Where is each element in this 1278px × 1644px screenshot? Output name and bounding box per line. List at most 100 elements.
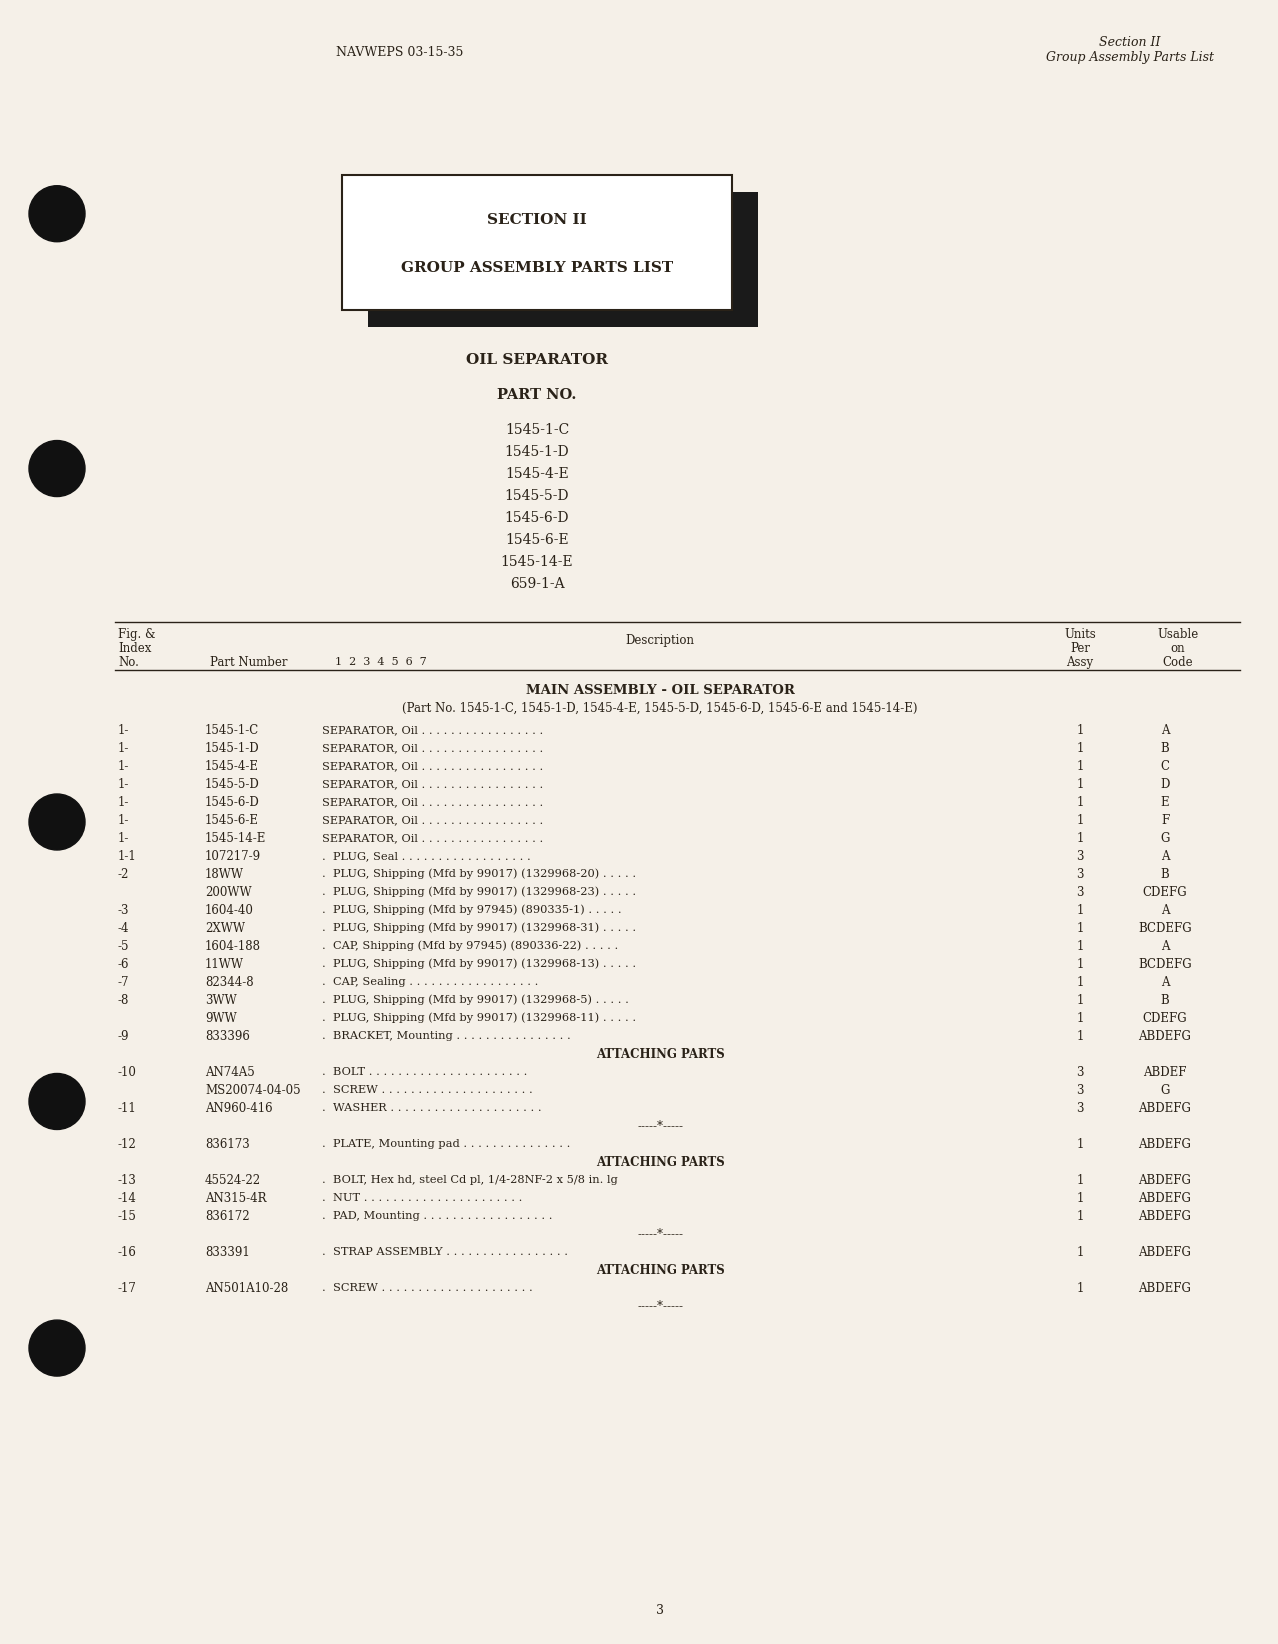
Text: 11WW: 11WW	[204, 957, 244, 970]
Text: -12: -12	[118, 1138, 137, 1151]
Text: B: B	[1160, 993, 1169, 1006]
Text: AN315-4R: AN315-4R	[204, 1192, 267, 1205]
Text: 1604-188: 1604-188	[204, 939, 261, 952]
Text: .  PLUG, Shipping (Mfd by 99017) (1329968-23) . . . . .: . PLUG, Shipping (Mfd by 99017) (1329968…	[322, 886, 636, 898]
Text: 1545-6-D: 1545-6-D	[204, 796, 259, 809]
Text: 1-: 1-	[118, 814, 129, 827]
Text: CDEFG: CDEFG	[1143, 886, 1187, 899]
Circle shape	[29, 441, 86, 496]
Text: 659-1-A: 659-1-A	[510, 577, 565, 590]
Circle shape	[29, 794, 86, 850]
Text: 1545-6-D: 1545-6-D	[505, 511, 569, 524]
Text: 1: 1	[1076, 975, 1084, 988]
Text: ATTACHING PARTS: ATTACHING PARTS	[596, 1264, 725, 1276]
Text: AN501A10-28: AN501A10-28	[204, 1282, 289, 1294]
Text: 1: 1	[1076, 1138, 1084, 1151]
Text: 107217-9: 107217-9	[204, 850, 261, 863]
Text: 18WW: 18WW	[204, 868, 244, 881]
Text: 1-: 1-	[118, 760, 129, 773]
Text: MAIN ASSEMBLY - OIL SEPARATOR: MAIN ASSEMBLY - OIL SEPARATOR	[525, 684, 795, 697]
Text: 1: 1	[1076, 904, 1084, 916]
Text: 1: 1	[1076, 1174, 1084, 1187]
Text: 1-1: 1-1	[118, 850, 137, 863]
Text: 1: 1	[1076, 832, 1084, 845]
Text: 2XWW: 2XWW	[204, 922, 245, 934]
Text: -11: -11	[118, 1101, 137, 1115]
Text: 1-: 1-	[118, 741, 129, 755]
Text: B: B	[1160, 868, 1169, 881]
Text: 833391: 833391	[204, 1246, 249, 1259]
Text: 1: 1	[1076, 778, 1084, 791]
Text: .  PLATE, Mounting pad . . . . . . . . . . . . . . .: . PLATE, Mounting pad . . . . . . . . . …	[322, 1139, 570, 1149]
Text: 1: 1	[1076, 1282, 1084, 1294]
Text: -10: -10	[118, 1065, 137, 1078]
Text: ABDEFG: ABDEFG	[1139, 1138, 1191, 1151]
Text: ATTACHING PARTS: ATTACHING PARTS	[596, 1047, 725, 1060]
Text: Assy: Assy	[1066, 656, 1094, 669]
Text: ATTACHING PARTS: ATTACHING PARTS	[596, 1156, 725, 1169]
Text: Code: Code	[1163, 656, 1194, 669]
Text: -4: -4	[118, 922, 129, 934]
Text: SECTION II: SECTION II	[487, 214, 587, 227]
Text: MS20074-04-05: MS20074-04-05	[204, 1083, 300, 1097]
Text: G: G	[1160, 832, 1169, 845]
Text: ABDEFG: ABDEFG	[1139, 1282, 1191, 1294]
Text: SEPARATOR, Oil . . . . . . . . . . . . . . . . .: SEPARATOR, Oil . . . . . . . . . . . . .…	[322, 834, 543, 843]
Text: 836173: 836173	[204, 1138, 249, 1151]
Text: No.: No.	[118, 656, 139, 669]
Text: 9WW: 9WW	[204, 1011, 236, 1024]
Text: 1-: 1-	[118, 778, 129, 791]
Text: .  BRACKET, Mounting . . . . . . . . . . . . . . . .: . BRACKET, Mounting . . . . . . . . . . …	[322, 1031, 571, 1041]
Text: -16: -16	[118, 1246, 137, 1259]
Text: 1545-14-E: 1545-14-E	[501, 556, 574, 569]
Text: ABDEFG: ABDEFG	[1139, 1246, 1191, 1259]
Text: (Part No. 1545-1-C, 1545-1-D, 1545-4-E, 1545-5-D, 1545-6-D, 1545-6-E and 1545-14: (Part No. 1545-1-C, 1545-1-D, 1545-4-E, …	[403, 702, 918, 715]
Text: .  PLUG, Shipping (Mfd by 99017) (1329968-5) . . . . .: . PLUG, Shipping (Mfd by 99017) (1329968…	[322, 995, 629, 1004]
Text: Per: Per	[1070, 641, 1090, 654]
Text: 1545-4-E: 1545-4-E	[505, 467, 569, 482]
Text: 1: 1	[1076, 1192, 1084, 1205]
Text: NAVWEPS 03-15-35: NAVWEPS 03-15-35	[336, 46, 464, 59]
Circle shape	[29, 186, 86, 242]
Text: -3: -3	[118, 904, 129, 916]
Text: GROUP ASSEMBLY PARTS LIST: GROUP ASSEMBLY PARTS LIST	[401, 261, 674, 275]
Text: 1: 1	[1076, 760, 1084, 773]
Text: 833396: 833396	[204, 1029, 250, 1042]
Text: -9: -9	[118, 1029, 129, 1042]
Text: -----*-----: -----*-----	[636, 1120, 682, 1133]
Text: -7: -7	[118, 975, 129, 988]
Text: 1: 1	[1076, 993, 1084, 1006]
Text: 1: 1	[1076, 1029, 1084, 1042]
Text: -17: -17	[118, 1282, 137, 1294]
Text: 45524-22: 45524-22	[204, 1174, 261, 1187]
Text: BCDEFG: BCDEFG	[1139, 957, 1192, 970]
Text: 1-: 1-	[118, 832, 129, 845]
Text: 1  2  3  4  5  6  7: 1 2 3 4 5 6 7	[335, 658, 427, 667]
Text: .  PLUG, Shipping (Mfd by 97945) (890335-1) . . . . .: . PLUG, Shipping (Mfd by 97945) (890335-…	[322, 904, 621, 916]
Text: 1: 1	[1076, 1246, 1084, 1259]
Text: 3: 3	[1076, 1065, 1084, 1078]
Text: 200WW: 200WW	[204, 886, 252, 899]
Text: 3: 3	[1076, 1101, 1084, 1115]
Text: .  PLUG, Seal . . . . . . . . . . . . . . . . . .: . PLUG, Seal . . . . . . . . . . . . . .…	[322, 852, 530, 861]
Text: 1: 1	[1076, 741, 1084, 755]
Text: -----*-----: -----*-----	[636, 1228, 682, 1241]
Text: 1545-1-D: 1545-1-D	[204, 741, 259, 755]
Text: PART NO.: PART NO.	[497, 388, 576, 403]
Text: 1545-6-E: 1545-6-E	[204, 814, 259, 827]
Text: C: C	[1160, 760, 1169, 773]
Text: .  SCREW . . . . . . . . . . . . . . . . . . . . .: . SCREW . . . . . . . . . . . . . . . . …	[322, 1282, 533, 1292]
Text: Group Assembly Parts List: Group Assembly Parts List	[1045, 51, 1214, 64]
Text: BCDEFG: BCDEFG	[1139, 922, 1192, 934]
Text: 1: 1	[1076, 796, 1084, 809]
Text: ABDEFG: ABDEFG	[1139, 1101, 1191, 1115]
Text: 1545-1-C: 1545-1-C	[505, 423, 569, 437]
Text: 1: 1	[1076, 957, 1084, 970]
Text: 1: 1	[1076, 1210, 1084, 1223]
Text: .  PLUG, Shipping (Mfd by 99017) (1329968-11) . . . . .: . PLUG, Shipping (Mfd by 99017) (1329968…	[322, 1013, 636, 1023]
Text: Usable: Usable	[1158, 628, 1199, 641]
Text: 3: 3	[1076, 868, 1084, 881]
Text: 1: 1	[1076, 723, 1084, 737]
Text: 1604-40: 1604-40	[204, 904, 254, 916]
Text: A: A	[1160, 975, 1169, 988]
